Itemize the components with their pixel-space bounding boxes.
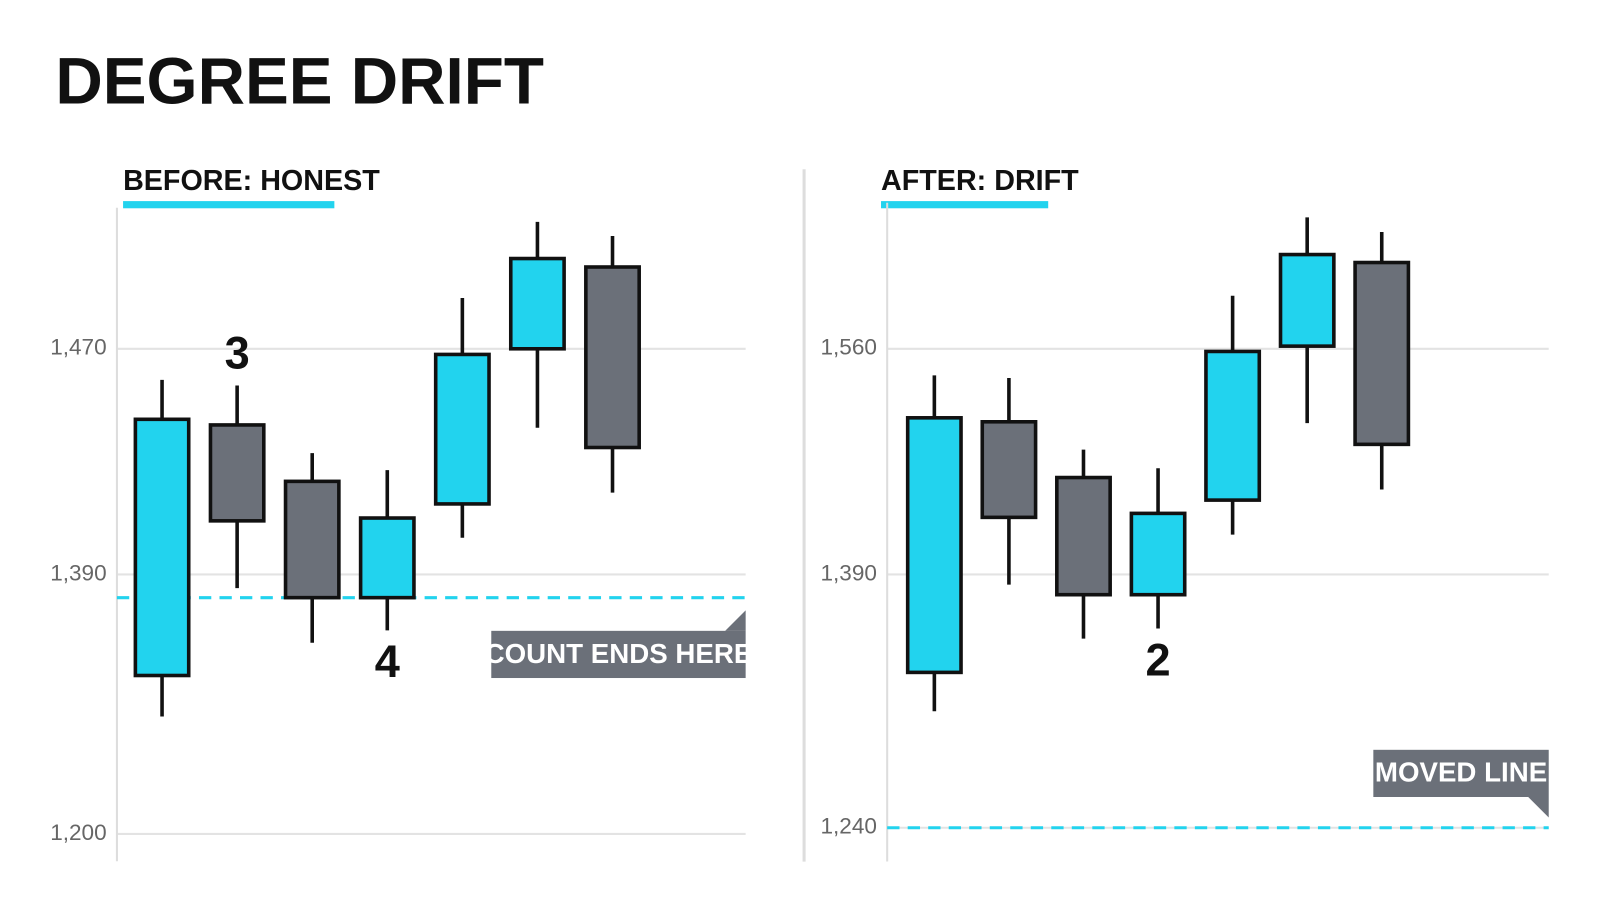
wave-label: 2 <box>1146 634 1171 685</box>
callout-flag <box>1528 797 1549 818</box>
y-tick-label: 1,240 <box>820 814 876 839</box>
y-tick-label: 1,390 <box>50 560 106 585</box>
y-tick-label: 1,390 <box>820 560 876 585</box>
y-tick-label: 1,200 <box>50 820 106 845</box>
candle-body <box>980 420 1038 520</box>
wave-label: 3 <box>225 328 250 379</box>
callout-text: COUNT ENDS HERE <box>485 638 753 669</box>
candle-body <box>1204 349 1262 502</box>
callout-text: MOVED LINE <box>1375 757 1547 788</box>
panel-title: AFTER: DRIFT <box>881 165 1079 197</box>
candle-body <box>1055 475 1112 597</box>
callout-flag <box>725 610 746 631</box>
title-underline <box>123 201 335 209</box>
candle-body <box>508 256 566 351</box>
candle-body <box>358 516 416 600</box>
y-tick-label: 1,560 <box>820 335 876 360</box>
y-tick-label: 1,470 <box>50 335 106 360</box>
candle-body <box>584 265 641 450</box>
candle-body <box>905 416 963 675</box>
callout-box <box>491 630 746 679</box>
candle-body <box>208 423 266 523</box>
candle-body <box>1353 260 1411 447</box>
candle-body <box>1278 252 1336 348</box>
candle-body <box>283 479 341 600</box>
wave-label: 4 <box>375 636 400 687</box>
candle-body <box>1129 511 1187 597</box>
panel-title: BEFORE: HONEST <box>123 165 380 197</box>
candle-body <box>133 417 191 678</box>
title-underline <box>881 201 1049 209</box>
page-title: DEGREE DRIFT <box>55 45 544 118</box>
candle-body <box>433 352 491 506</box>
callout-box <box>1373 749 1549 797</box>
